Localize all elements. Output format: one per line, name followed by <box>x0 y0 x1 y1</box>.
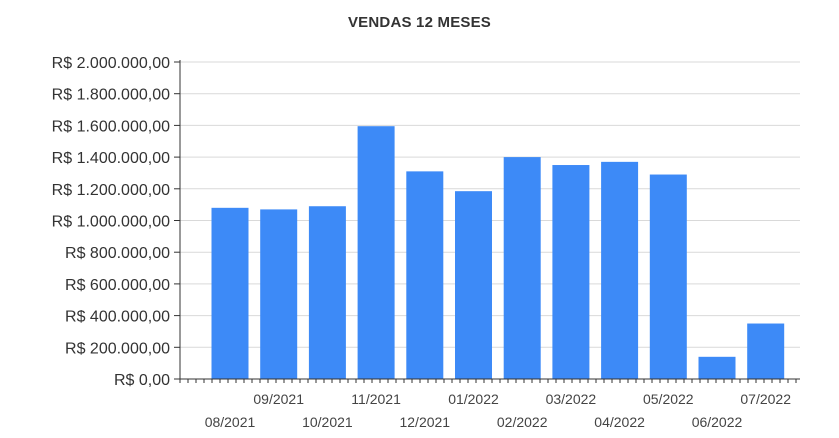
y-tick-label: R$ 1.000.000,00 <box>52 214 170 231</box>
y-tick-label: R$ 0,00 <box>114 372 170 389</box>
y-tick-label: R$ 1.800.000,00 <box>52 87 170 104</box>
x-tick-label: 07/2022 <box>740 391 791 407</box>
y-tick-label: R$ 200.000,00 <box>65 340 170 357</box>
bar <box>552 165 590 379</box>
y-tick-label: R$ 1.600.000,00 <box>52 118 170 135</box>
bar <box>503 157 541 379</box>
x-tick-label: 01/2022 <box>448 391 499 407</box>
bar <box>308 206 346 379</box>
y-tick-label: R$ 800.000,00 <box>65 245 170 262</box>
bar <box>601 161 639 379</box>
x-tick-label: 06/2022 <box>692 414 743 430</box>
bar <box>649 174 687 379</box>
y-tick-label: R$ 1.400.000,00 <box>52 150 170 167</box>
y-tick-label: R$ 2.000.000,00 <box>52 55 170 72</box>
bar <box>747 323 785 379</box>
x-tick-label: 12/2021 <box>399 414 450 430</box>
x-tick-labels: 08/2021 09/2021 10/2021 11/2021 12/2021 01/20… <box>205 391 792 430</box>
x-tick-label: 09/2021 <box>253 391 304 407</box>
axes <box>174 60 800 383</box>
x-tick-label: 08/2021 <box>205 414 256 430</box>
y-tick-label: R$ 600.000,00 <box>65 277 170 294</box>
x-tick-label: 11/2021 <box>351 391 401 407</box>
bars <box>211 126 785 379</box>
y-tick-label: R$ 1.200.000,00 <box>52 182 170 199</box>
bar <box>260 209 298 379</box>
x-tick-label: 04/2022 <box>594 414 645 430</box>
y-tick-label: R$ 400.000,00 <box>65 309 170 326</box>
bar <box>455 191 492 379</box>
bar <box>698 356 736 379</box>
x-tick-label: 10/2021 <box>302 414 353 430</box>
bar <box>357 126 395 379</box>
bar <box>406 171 444 379</box>
y-tick-labels: R$ 0,00 R$ 200.000,00 R$ 400.000,00 R$ 600.… <box>52 55 170 389</box>
x-tick-label: 02/2022 <box>497 414 548 430</box>
x-tick-label: 03/2022 <box>546 391 597 407</box>
x-tick-label: 05/2022 <box>643 391 694 407</box>
bar <box>211 207 249 379</box>
chart-title: VENDAS 12 MESES <box>347 14 492 31</box>
